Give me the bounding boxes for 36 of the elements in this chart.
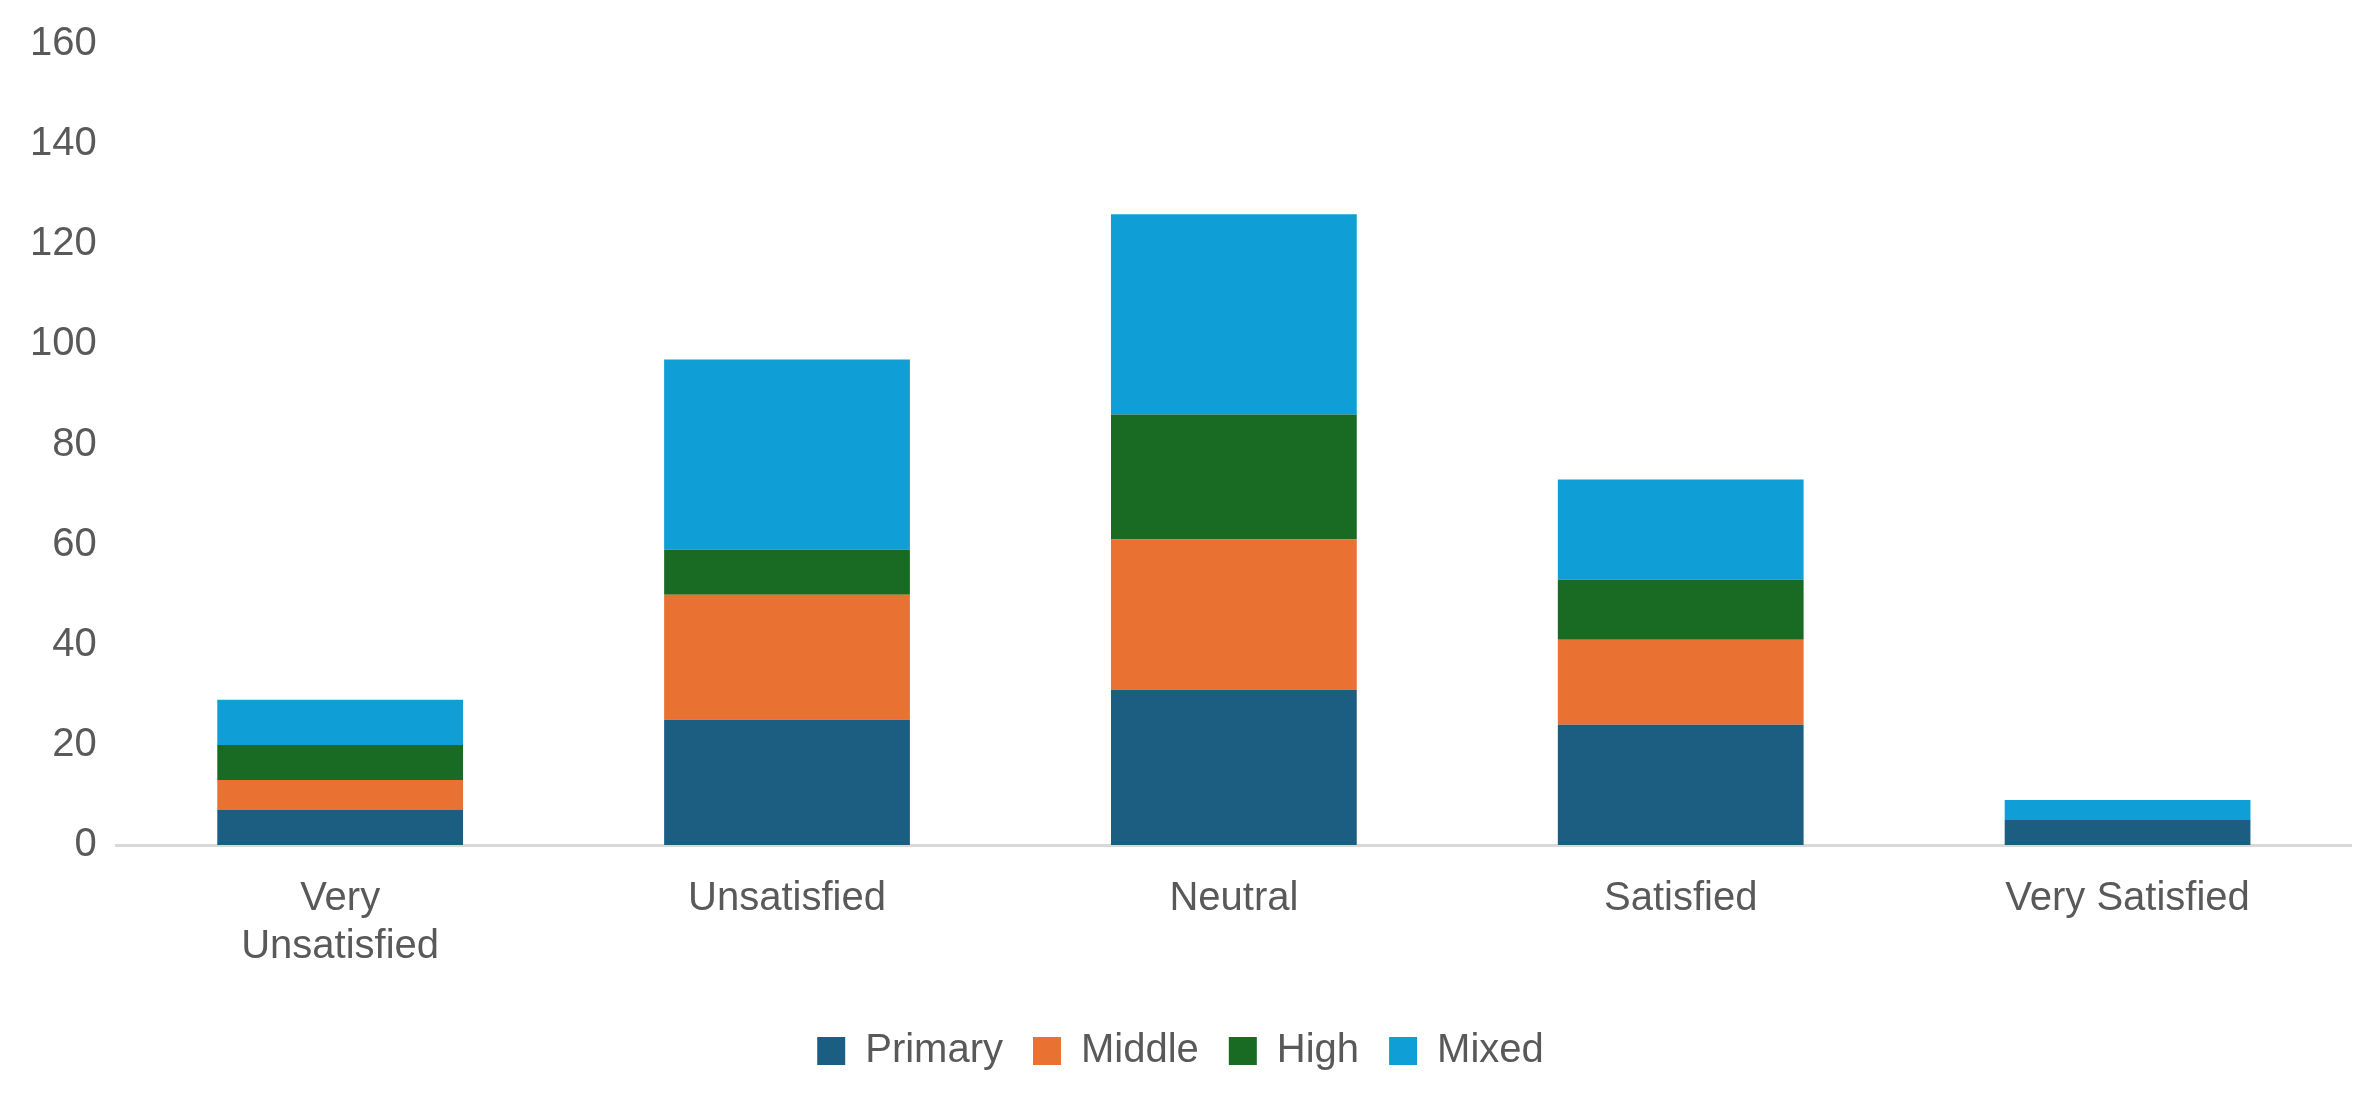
y-tick-label: 160 — [29, 19, 97, 64]
legend-label: Middle — [1080, 1026, 1199, 1071]
bar — [664, 549, 910, 595]
x-tick-label: Unsatisfied — [688, 874, 886, 919]
bar — [1557, 479, 1804, 580]
x-tick-label: Neutral — [1169, 874, 1299, 919]
y-tick-label: 40 — [52, 619, 97, 664]
y-tick-label: 140 — [29, 119, 97, 164]
bar — [1557, 724, 1804, 845]
bar — [217, 699, 464, 745]
legend-label: High — [1276, 1026, 1360, 1071]
bar — [1110, 539, 1357, 690]
bar — [1110, 689, 1357, 845]
y-tick-label: 100 — [29, 319, 97, 364]
bar — [1110, 414, 1357, 540]
x-tick-label: Very Satisfied — [2005, 874, 2250, 919]
y-tick-label: 20 — [52, 719, 97, 764]
bar — [1110, 214, 1357, 415]
bar — [1557, 579, 1804, 640]
legend-label: Mixed — [1437, 1026, 1544, 1071]
bar — [664, 719, 910, 845]
bar — [2004, 799, 2251, 820]
legend-label: Primary — [865, 1026, 1003, 1071]
y-tick-label: 80 — [52, 419, 97, 464]
y-tick-label: 0 — [74, 820, 97, 865]
bar — [1557, 639, 1804, 725]
x-tick-label: Very Unsatisfied — [241, 874, 440, 967]
bar — [2004, 819, 2251, 845]
bar — [664, 359, 910, 550]
bar — [217, 809, 464, 845]
y-tick-label: 60 — [52, 519, 97, 564]
y-tick-label: 120 — [29, 219, 97, 264]
bar — [217, 744, 464, 780]
bar — [664, 594, 910, 720]
bar — [217, 779, 464, 810]
x-tick-label: Satisfied — [1604, 874, 1758, 919]
